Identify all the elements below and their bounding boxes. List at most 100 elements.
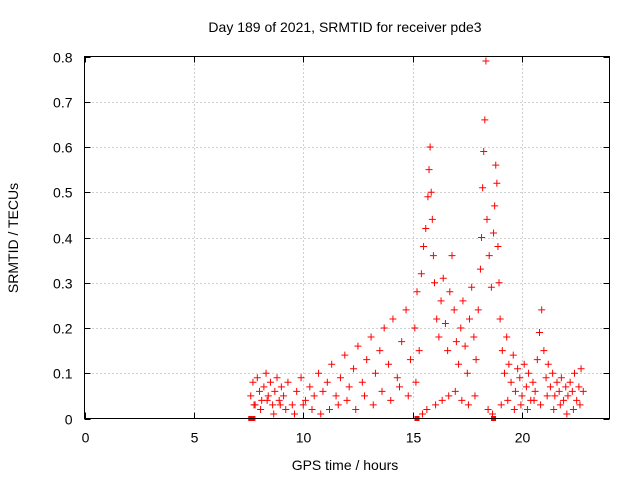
data-point — [277, 383, 285, 391]
data-point — [336, 374, 344, 382]
data-point — [315, 369, 323, 377]
data-point — [431, 279, 438, 287]
data-point — [503, 333, 511, 341]
data-point — [492, 161, 500, 169]
data-point — [343, 396, 351, 404]
data-point — [470, 333, 478, 341]
data-point — [569, 405, 577, 413]
data-point — [571, 369, 578, 377]
data-point — [389, 315, 397, 323]
x-tick-label: 0 — [82, 430, 90, 446]
data-point — [341, 351, 349, 359]
data-point — [433, 315, 441, 323]
data-point — [452, 338, 460, 346]
data-point — [546, 383, 554, 391]
data-point — [422, 224, 430, 232]
data-point — [479, 184, 487, 192]
data-point — [310, 392, 318, 400]
data-point — [511, 387, 519, 395]
data-point — [568, 387, 576, 395]
data-point — [444, 347, 452, 355]
x-axis-ticks: 0 5 10 15 20 — [82, 56, 530, 446]
data-point — [306, 383, 314, 391]
data-point — [530, 396, 538, 404]
data-point — [425, 166, 433, 174]
data-point — [458, 396, 466, 404]
data-point — [445, 392, 453, 400]
data-point — [510, 405, 518, 413]
data-point — [350, 365, 358, 373]
data-point — [299, 401, 307, 409]
data-point — [256, 387, 263, 395]
data-point — [249, 378, 257, 386]
data-point — [293, 387, 301, 395]
data-point — [367, 333, 375, 341]
data-point — [308, 405, 316, 413]
data-point — [411, 324, 419, 332]
data-point — [564, 392, 572, 400]
data-point — [271, 387, 279, 395]
data-point — [472, 356, 480, 364]
data-point — [483, 215, 491, 223]
data-point — [514, 365, 522, 373]
data-point — [413, 288, 421, 296]
data-point — [480, 148, 488, 156]
data-point — [420, 243, 428, 251]
data-point — [538, 306, 546, 314]
data-point — [451, 387, 459, 395]
data-point — [471, 392, 479, 400]
y-tick-label: 0.4 — [53, 231, 73, 247]
data-point — [435, 333, 443, 341]
data-point — [522, 383, 530, 391]
data-point — [291, 410, 298, 418]
y-tick-label: 0.1 — [53, 366, 73, 382]
data-point — [273, 374, 281, 382]
data-point — [463, 369, 471, 377]
x-tick-label: 5 — [191, 430, 199, 446]
data-point — [424, 193, 432, 201]
data-point — [371, 369, 379, 377]
data-point — [260, 383, 268, 391]
data-point — [250, 401, 258, 409]
data-point — [549, 369, 557, 377]
data-point — [455, 360, 463, 368]
data-point — [537, 401, 545, 409]
data-point — [533, 356, 541, 364]
data-point — [328, 360, 336, 368]
y-tick-label: 0.7 — [53, 95, 73, 111]
data-point — [563, 410, 571, 418]
data-point — [490, 229, 498, 237]
data-point — [525, 369, 533, 377]
data-point — [573, 396, 581, 404]
data-point — [438, 396, 446, 404]
data-point — [484, 405, 492, 413]
data-point — [575, 383, 583, 391]
x-axis-label: GPS time / hours — [292, 457, 399, 473]
data-point — [369, 401, 377, 409]
data-point — [496, 315, 504, 323]
data-point — [498, 347, 506, 355]
data-point — [428, 215, 436, 223]
data-point — [555, 387, 563, 395]
data-point — [482, 57, 490, 65]
y-tick-label: 0.2 — [53, 321, 73, 337]
data-point — [301, 396, 309, 404]
data-points — [247, 57, 587, 421]
y-axis-label: SRMTID / TECUs — [5, 183, 21, 293]
data-point — [276, 401, 284, 409]
data-point — [376, 347, 384, 355]
data-point — [275, 396, 283, 404]
data-point — [429, 252, 437, 260]
data-point — [412, 378, 420, 386]
data-point — [387, 396, 395, 404]
data-point — [415, 347, 423, 355]
data-point — [363, 356, 371, 364]
y-tick-label: 0 — [65, 412, 73, 428]
data-point — [253, 374, 261, 382]
data-point — [550, 405, 558, 413]
data-point — [487, 283, 495, 291]
data-point — [288, 401, 296, 409]
data-point — [441, 319, 449, 327]
data-point — [378, 387, 386, 395]
